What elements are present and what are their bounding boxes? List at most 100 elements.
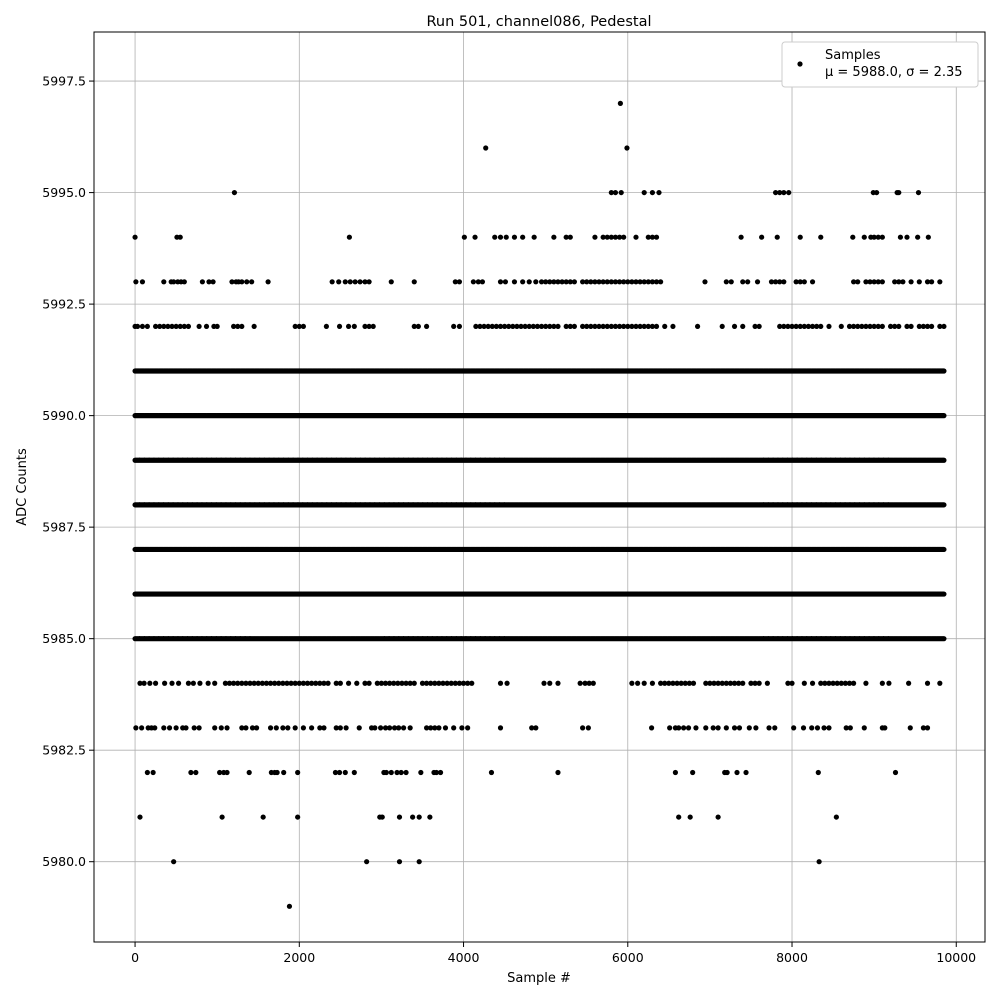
data-point [723,725,729,731]
data-point [134,323,141,330]
data-point [296,323,302,330]
data-point [411,323,417,330]
x-axis-label: Sample # [507,971,571,986]
data-point [342,769,348,776]
data-point [503,234,509,240]
data-point [403,769,409,776]
data-point [222,680,228,686]
data-point [904,234,910,240]
y-tick-label: 5985.0 [42,631,86,646]
data-point [768,279,775,285]
data-point [345,680,352,686]
data-point [617,100,623,106]
data-point [193,769,199,776]
data-point [731,323,738,330]
data-point [133,725,139,731]
data-points [132,100,947,909]
data-point [428,725,434,731]
data-point [863,279,869,285]
data-point [879,323,885,330]
data-point [563,279,569,285]
x-tick-label: 6000 [612,950,644,965]
data-point [244,279,250,285]
data-point [144,323,150,330]
data-point [871,234,877,240]
data-point [752,680,758,686]
data-point [797,323,803,330]
data-point [719,680,725,686]
data-point [855,279,861,285]
data-point [801,323,807,330]
data-point [859,323,865,330]
data-point [635,680,641,686]
data-point [374,680,380,686]
data-point [231,680,237,686]
data-point [456,323,463,330]
data-point [477,323,483,330]
data-point [818,234,824,240]
data-point [152,725,158,731]
data-point [797,279,803,285]
data-point [185,680,192,686]
data-point [608,189,614,196]
data-point [323,323,329,330]
data-point [423,680,430,686]
data-point [419,680,426,686]
data-point [249,725,256,731]
data-point [366,680,372,686]
data-point [736,680,742,686]
data-point [693,725,699,731]
data-point [147,680,153,686]
data-point [357,279,363,285]
data-point [900,279,906,285]
data-point [295,814,301,820]
data-point [867,279,873,285]
data-point [272,680,278,686]
data-point [387,680,393,686]
data-point [710,725,716,731]
y-tick-label: 5992.5 [42,297,86,312]
data-point [345,323,352,330]
data-point [764,680,770,686]
data-point [707,680,713,686]
data-point [653,279,660,285]
data-point [681,725,687,731]
data-point [456,680,463,686]
data-point [777,279,783,285]
data-point [423,725,430,731]
data-point [239,323,245,330]
data-point [555,323,561,330]
data-point [723,680,729,686]
data-point [612,279,619,285]
data-point [567,279,573,285]
data-point [197,680,203,686]
data-point [267,725,274,731]
data-point [394,769,400,776]
data-point [608,323,614,330]
data-point [210,279,216,285]
data-point [916,279,922,285]
data-point [292,725,298,731]
data-point [842,680,848,686]
chart-title: Run 501, channel086, Pedestal [426,14,651,30]
data-point [342,279,348,285]
data-point [754,279,761,285]
data-point [502,279,509,285]
data-point [243,725,249,731]
data-point [809,279,816,285]
data-point [407,680,413,686]
data-point [451,323,457,330]
data-point [752,323,758,330]
data-point [740,279,746,285]
data-point [137,814,143,820]
data-point [543,279,549,285]
data-point [292,680,298,686]
data-point [411,279,417,285]
data-point [658,279,664,285]
data-point [814,725,821,731]
data-point [514,323,520,330]
data-point [871,279,877,285]
data-point [388,769,394,776]
data-point [173,725,179,731]
